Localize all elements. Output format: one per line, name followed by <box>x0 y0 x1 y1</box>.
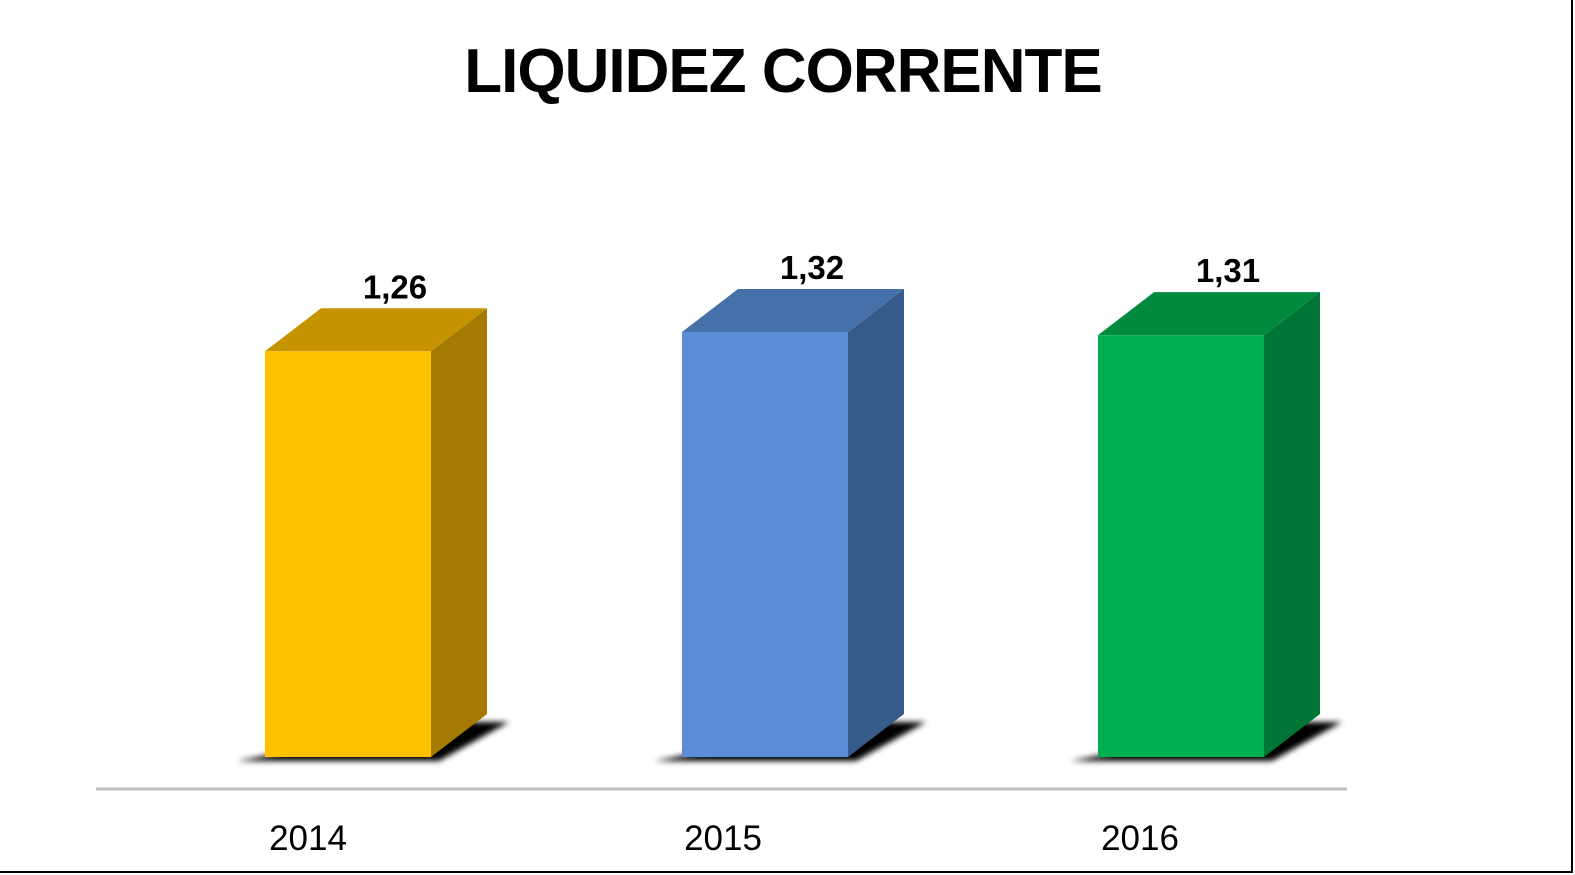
bar-side-face <box>1264 292 1320 757</box>
bar-front-face <box>265 351 431 757</box>
data-label: 1,26 <box>363 268 427 305</box>
bar-top-face <box>682 288 904 332</box>
x-tick-label: 2014 <box>269 819 347 858</box>
chart-title: LIQUIDEZ CORRENTE <box>464 37 1102 106</box>
bar-2016 <box>1070 292 1342 761</box>
bars-layer <box>237 288 1342 761</box>
bar-front-face <box>1098 335 1264 757</box>
labels-layer: 1,26 2014 1,32 2015 1,31 2016 <box>269 249 1260 858</box>
bar-2015 <box>654 288 926 761</box>
bar-front-face <box>682 331 848 757</box>
x-tick-label: 2015 <box>684 819 762 858</box>
data-label: 1,32 <box>780 249 844 286</box>
bar-side-face <box>848 288 904 757</box>
data-label: 1,31 <box>1196 252 1260 289</box>
x-tick-label: 2016 <box>1101 819 1179 858</box>
bar-top-face <box>265 308 487 352</box>
bar-side-face <box>431 308 487 757</box>
bar-top-face <box>1098 292 1320 336</box>
bar-2014 <box>237 308 509 761</box>
